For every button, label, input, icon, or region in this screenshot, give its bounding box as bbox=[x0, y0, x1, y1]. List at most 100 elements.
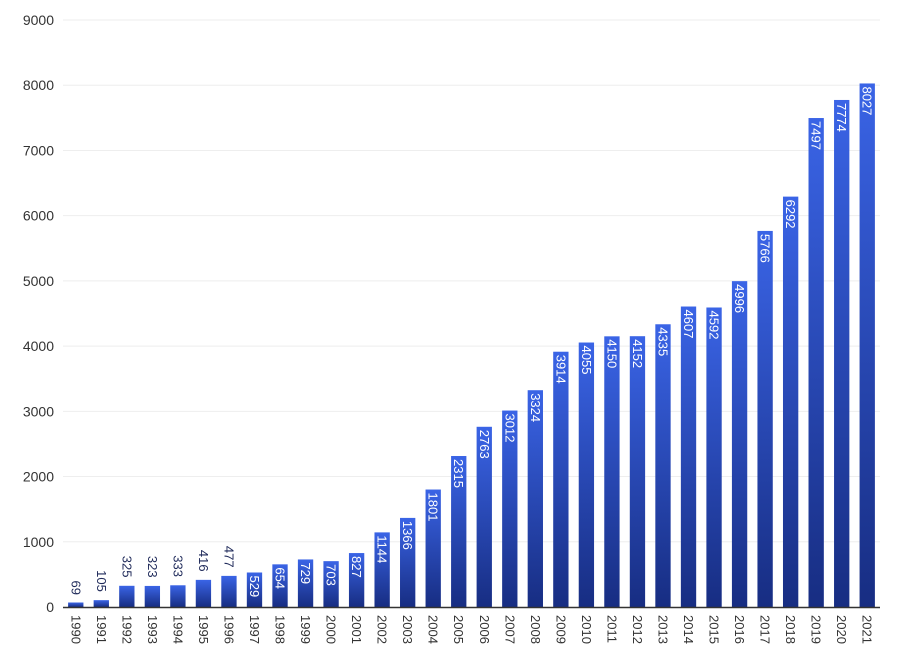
y-tick-label: 8000 bbox=[23, 77, 54, 93]
bar-2007 bbox=[502, 410, 518, 607]
x-tick-label: 1994 bbox=[170, 615, 185, 644]
data-label: 4152 bbox=[630, 339, 645, 368]
y-tick-label: 3000 bbox=[23, 403, 54, 419]
bar-2004 bbox=[425, 489, 441, 607]
y-tick-label: 6000 bbox=[23, 208, 54, 224]
bar-2015 bbox=[706, 307, 722, 607]
x-tick-label: 2007 bbox=[502, 615, 517, 644]
x-tick-label: 2000 bbox=[324, 615, 339, 644]
x-tick-label: 1995 bbox=[196, 615, 211, 644]
x-tick-label: 1998 bbox=[273, 615, 288, 644]
data-label: 323 bbox=[145, 556, 160, 578]
bar-1995 bbox=[195, 579, 212, 607]
data-label: 729 bbox=[298, 562, 313, 584]
data-labels: 69 105 325 323 333 416 477 529 654 729 703 827 1144 1… bbox=[68, 86, 874, 597]
bar-2003 bbox=[400, 517, 416, 607]
bar-2014 bbox=[680, 306, 697, 607]
x-tick-label: 2004 bbox=[426, 615, 441, 644]
y-tick-label: 9000 bbox=[23, 12, 54, 28]
data-label: 4996 bbox=[732, 284, 747, 313]
bar-1993 bbox=[144, 585, 161, 607]
bar-2021 bbox=[859, 83, 875, 607]
data-label: 2763 bbox=[477, 430, 492, 459]
bar-1994 bbox=[170, 585, 186, 607]
x-tick-label: 1993 bbox=[145, 615, 160, 644]
data-label: 4607 bbox=[681, 310, 696, 339]
x-tick-label: 2014 bbox=[681, 615, 696, 644]
y-axis-ticks: 0 1000 2000 3000 4000 5000 6000 7000 8000 9000 bbox=[23, 12, 54, 615]
bar-2001 bbox=[348, 553, 365, 607]
x-tick-label: 2001 bbox=[349, 615, 364, 644]
x-tick-label: 2008 bbox=[528, 615, 543, 644]
data-label: 3914 bbox=[553, 355, 568, 384]
bar-2019 bbox=[808, 118, 824, 608]
x-tick-label: 1991 bbox=[94, 615, 109, 644]
data-label: 529 bbox=[247, 575, 262, 597]
bar-1990 bbox=[68, 602, 84, 607]
y-tick-label: 4000 bbox=[23, 338, 54, 354]
data-label: 4055 bbox=[579, 346, 594, 375]
data-label: 6292 bbox=[783, 200, 798, 229]
bar-2002 bbox=[374, 532, 390, 607]
data-label: 416 bbox=[196, 550, 211, 572]
y-tick-label: 2000 bbox=[23, 469, 54, 485]
data-label: 3012 bbox=[502, 414, 517, 443]
data-label: 8027 bbox=[860, 86, 875, 115]
bar-1999 bbox=[297, 559, 314, 607]
x-tick-label: 2006 bbox=[477, 615, 492, 644]
x-tick-label: 2013 bbox=[655, 615, 670, 644]
x-tick-label: 1992 bbox=[119, 615, 134, 644]
bar-1996 bbox=[221, 575, 237, 607]
x-tick-label: 2017 bbox=[758, 615, 773, 644]
bar-2018 bbox=[782, 196, 799, 608]
y-tick-label: 0 bbox=[46, 599, 54, 615]
y-tick-label: 7000 bbox=[23, 142, 54, 158]
bar-2013 bbox=[655, 324, 671, 607]
bar-1992 bbox=[119, 585, 135, 607]
bar-1998 bbox=[272, 564, 288, 607]
bar-2005 bbox=[451, 456, 467, 607]
x-tick-label: 2015 bbox=[707, 615, 722, 644]
x-tick-label: 2009 bbox=[553, 615, 568, 644]
x-tick-label: 2002 bbox=[375, 615, 390, 644]
bar-2008 bbox=[527, 390, 543, 607]
data-label: 105 bbox=[94, 570, 109, 592]
x-tick-label: 1999 bbox=[298, 615, 313, 644]
data-label: 4150 bbox=[604, 339, 619, 368]
x-tick-label: 1997 bbox=[247, 615, 262, 644]
x-tick-label: 2005 bbox=[451, 615, 466, 644]
bar-2016 bbox=[731, 281, 748, 607]
x-tick-label: 2019 bbox=[809, 615, 824, 644]
bar-2010 bbox=[578, 342, 595, 607]
data-label: 2315 bbox=[451, 459, 466, 488]
bar-2011 bbox=[604, 336, 620, 607]
data-label: 4592 bbox=[707, 310, 722, 339]
data-label: 703 bbox=[324, 564, 339, 586]
bar-2012 bbox=[629, 336, 646, 607]
data-label: 325 bbox=[119, 556, 134, 578]
data-label: 333 bbox=[170, 555, 185, 577]
bars bbox=[68, 83, 875, 608]
data-label: 7497 bbox=[809, 121, 824, 150]
bar-1991 bbox=[93, 600, 109, 607]
x-tick-label: 2010 bbox=[579, 615, 594, 644]
x-tick-label: 2016 bbox=[732, 615, 747, 644]
data-label: 4335 bbox=[655, 327, 670, 356]
data-label: 3324 bbox=[528, 393, 543, 422]
data-label: 827 bbox=[349, 556, 364, 578]
bar-2006 bbox=[476, 426, 492, 607]
bar-2017 bbox=[757, 230, 773, 608]
bar-2000 bbox=[323, 561, 339, 607]
data-label: 1144 bbox=[375, 535, 390, 563]
y-tick-label: 1000 bbox=[23, 534, 54, 550]
data-label: 654 bbox=[273, 567, 288, 589]
bar-2020 bbox=[834, 99, 850, 607]
data-label: 1801 bbox=[426, 493, 441, 522]
data-label: 1366 bbox=[400, 521, 415, 550]
bar-2009 bbox=[553, 351, 569, 607]
data-label: 69 bbox=[68, 580, 83, 594]
x-tick-label: 2011 bbox=[604, 615, 619, 643]
x-tick-label: 1990 bbox=[68, 615, 83, 644]
